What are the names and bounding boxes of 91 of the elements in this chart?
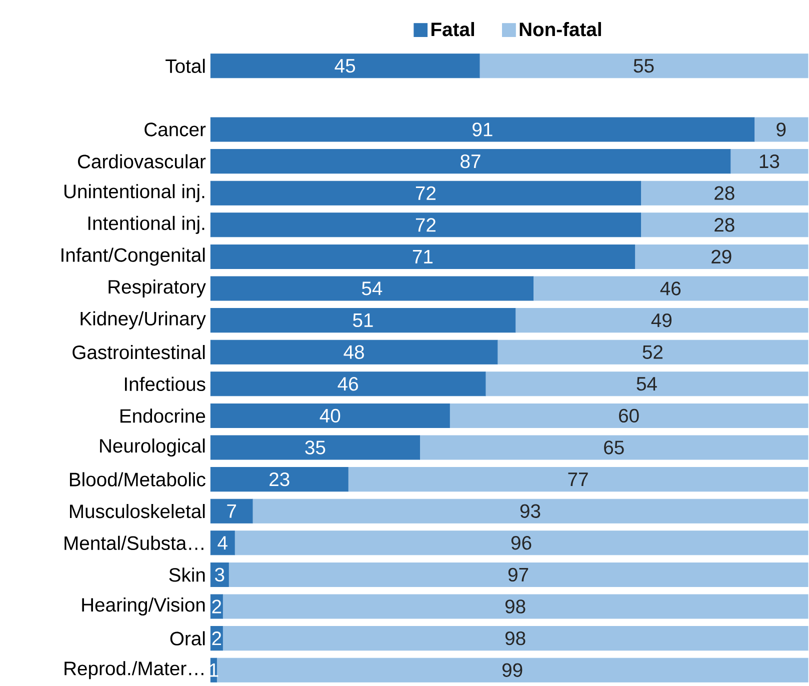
data-label: 29 <box>712 250 732 264</box>
data-label: 54 <box>636 377 657 391</box>
bar <box>515 308 808 333</box>
data-label: 45 <box>334 59 356 73</box>
bar <box>497 340 808 364</box>
y-tick-label: Skin <box>169 568 205 582</box>
data-label: 9 <box>776 122 786 136</box>
data-label: 93 <box>520 504 540 518</box>
bar <box>210 276 534 301</box>
data-label: 98 <box>505 631 526 646</box>
data-label: 7 <box>227 504 236 518</box>
data-label: 52 <box>642 345 662 359</box>
bar <box>210 467 348 492</box>
data-label: 28 <box>714 186 734 200</box>
y-tick-label: Oral <box>170 631 205 646</box>
bar <box>210 180 642 206</box>
bar <box>449 403 808 428</box>
data-label: 54 <box>362 282 382 296</box>
bar <box>634 244 808 269</box>
y-tick-label: Kidney/Urinary <box>80 311 206 330</box>
bar <box>532 276 808 301</box>
y-tick-label: Respiratory <box>108 279 206 298</box>
bar <box>754 117 808 142</box>
bar <box>210 435 420 460</box>
data-label: 51 <box>353 314 373 328</box>
y-tick-label: Endocrine <box>120 408 206 423</box>
bar <box>210 212 642 238</box>
bar <box>210 403 450 428</box>
bar <box>419 435 808 460</box>
data-label: 48 <box>344 345 364 359</box>
bar <box>730 149 808 174</box>
data-label: 98 <box>505 600 526 614</box>
y-tick-label: Hearing/Vision <box>82 597 205 616</box>
data-label: 2 <box>212 632 222 646</box>
data-label: 87 <box>460 154 480 168</box>
data-label: 23 <box>270 472 290 486</box>
bar <box>640 212 808 238</box>
data-label: 96 <box>511 536 532 550</box>
y-tick-label: Total <box>166 58 205 74</box>
bar <box>640 180 808 206</box>
data-label: 40 <box>320 408 340 423</box>
bar <box>210 340 498 364</box>
bar <box>210 149 731 174</box>
y-tick-label: Gastrointestinal <box>72 345 205 360</box>
y-tick-label: Infant/Congenital <box>62 248 205 266</box>
bar <box>479 54 808 78</box>
data-label: 35 <box>305 440 326 454</box>
bar <box>210 498 253 524</box>
data-label: 55 <box>634 59 654 73</box>
bar <box>210 308 516 333</box>
y-tick-label: Intentional inj. <box>88 216 204 234</box>
bar <box>485 372 808 396</box>
y-tick-label: Musculoskeletal <box>70 504 205 518</box>
data-label: 97 <box>508 568 528 582</box>
data-label: 72 <box>416 186 436 200</box>
data-label: 46 <box>338 377 358 391</box>
y-tick-label: Cardiovascular <box>78 154 206 168</box>
data-label: 49 <box>651 313 672 328</box>
data-label: 99 <box>502 663 522 677</box>
data-label: 71 <box>412 250 433 264</box>
bar <box>222 594 808 619</box>
legend-label: Non-fatal <box>520 22 601 36</box>
data-label: 65 <box>604 440 624 454</box>
bar <box>228 562 808 587</box>
data-label: 60 <box>619 408 639 423</box>
bar <box>210 54 480 78</box>
y-tick-label: Neurological <box>100 438 205 457</box>
data-label: 91 <box>472 122 492 136</box>
y-tick-label: Mental/Substa… <box>64 536 204 550</box>
bar <box>210 117 755 142</box>
legend-label: Fatal <box>432 22 474 36</box>
bar <box>210 372 486 396</box>
data-label: 3 <box>214 568 224 582</box>
bar <box>210 244 636 269</box>
bar <box>348 467 808 492</box>
data-label: 46 <box>660 282 681 296</box>
data-label: 28 <box>714 218 734 232</box>
bar <box>234 530 808 556</box>
bar <box>252 498 808 524</box>
bar <box>210 530 235 556</box>
y-tick-label: Unintentional inj. <box>64 184 204 202</box>
data-label: 77 <box>568 472 588 486</box>
bar <box>222 626 808 651</box>
y-tick-label: Cancer <box>144 122 206 136</box>
data-label: 72 <box>416 218 436 232</box>
y-tick-label: Blood/Metabolic <box>70 472 206 486</box>
data-label: 13 <box>760 154 780 168</box>
data-label: 2 <box>212 600 222 614</box>
y-tick-label: Reprod./Mater… <box>64 661 204 680</box>
y-tick-label: Infectious <box>124 376 206 392</box>
data-label: 4 <box>218 536 228 550</box>
